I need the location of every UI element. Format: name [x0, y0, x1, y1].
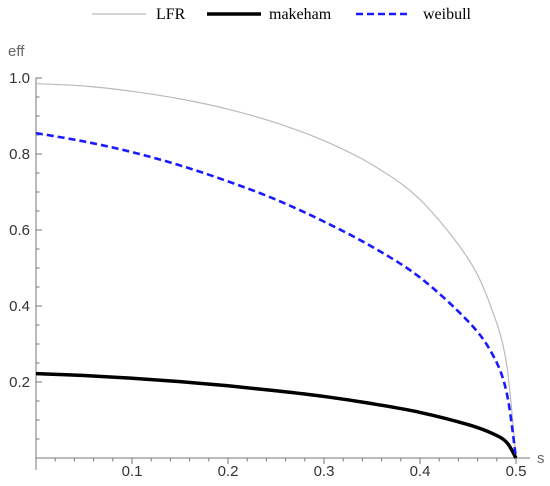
y-tick-label: 0.2 [9, 374, 30, 391]
legend-label-makeham: makeham [269, 6, 332, 23]
series-line-weibull [35, 131, 518, 459]
axis-ticks [36, 77, 517, 464]
x-tick-label: 0.5 [506, 463, 527, 480]
x-tick-label: 0.3 [314, 463, 335, 480]
y-tick-label: 0.6 [9, 222, 30, 239]
y-tick-label: 0.4 [9, 298, 30, 315]
x-tick-label: 0.1 [122, 463, 143, 480]
x-tick-label: 0.4 [410, 463, 431, 480]
legend: LFR makeham weibull [92, 6, 472, 23]
legend-label-weibull: weibull [423, 6, 472, 23]
chart-series [35, 83, 518, 459]
x-axis-label: s [537, 450, 545, 467]
x-tick-label: 0.2 [218, 463, 239, 480]
legend-label-lfr: LFR [156, 6, 186, 23]
series-line-makeham [35, 371, 518, 459]
y-axis-label: eff [8, 43, 25, 60]
series-line-lfr [35, 83, 517, 459]
y-tick-label: 1.0 [9, 70, 30, 87]
axis-tick-labels: 0.1 0.2 0.3 0.4 0.5 0.2 0.4 0.6 0.8 1.0 [9, 70, 526, 480]
y-tick-label: 0.8 [9, 146, 30, 163]
